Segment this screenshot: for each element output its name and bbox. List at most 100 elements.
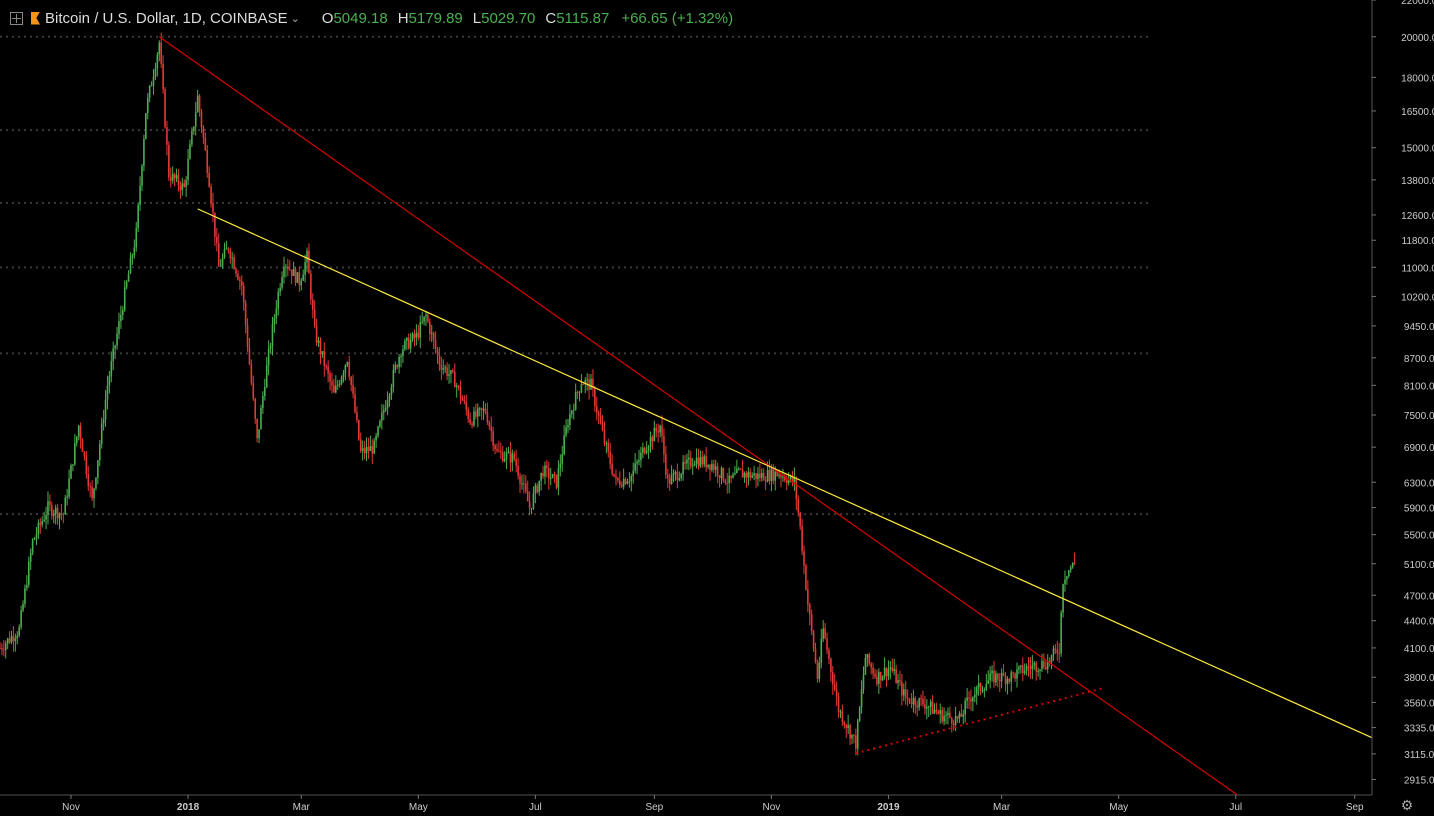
candle-body [718, 475, 721, 478]
settings-gear-icon[interactable]: ⚙ [1400, 797, 1414, 813]
candle-body [762, 473, 765, 481]
time-tick-label: Mar [993, 802, 1011, 813]
candle-body [918, 698, 920, 708]
candle-body [413, 333, 416, 338]
candle-body [446, 367, 448, 376]
candle-body [227, 248, 230, 251]
candle-body [904, 689, 907, 698]
candle-body [1060, 612, 1062, 654]
low-value: 5029.70 [481, 9, 536, 27]
candle-body [782, 476, 784, 478]
candle-body [133, 247, 136, 256]
candle-body [597, 412, 600, 416]
candle-body [386, 399, 389, 408]
candle-body [626, 481, 629, 484]
candle-body [693, 463, 696, 466]
candle-body [1039, 669, 1041, 671]
candle-body [741, 469, 744, 478]
candle-body [267, 348, 270, 366]
candle-body [356, 412, 358, 421]
candle-body [432, 332, 435, 340]
candle-body [851, 734, 853, 739]
candle-body [335, 385, 337, 393]
candle-body [52, 513, 55, 516]
candle-body [166, 127, 168, 145]
price-tick-label: 20000.00 [1401, 33, 1434, 44]
candle-body [352, 384, 354, 394]
candle-body [816, 662, 819, 679]
candle-body [8, 638, 11, 643]
candle-body [757, 473, 759, 480]
candle-body [390, 387, 393, 396]
candle-body [582, 384, 585, 386]
candle-body [131, 255, 134, 258]
candle-body [536, 485, 539, 493]
candle-body [313, 309, 316, 326]
candle-body [498, 450, 500, 452]
symbol-title[interactable]: Bitcoin / U.S. Dollar, 1D, COINBASE [45, 9, 288, 27]
red-trendline[interactable] [158, 36, 1238, 796]
candle-body [580, 384, 583, 392]
candle-body [16, 635, 19, 639]
support-trendline[interactable] [855, 686, 1106, 755]
candle-body [298, 272, 301, 286]
candle-body [273, 317, 276, 325]
chevron-down-icon[interactable]: ⌄ [290, 12, 300, 25]
candle-body [89, 486, 91, 488]
candle-body [256, 419, 258, 439]
candle-body [127, 273, 130, 282]
yellow-trendline[interactable] [197, 208, 1373, 739]
candle-body [699, 456, 702, 467]
open-value: 5049.18 [333, 9, 388, 27]
price-axis[interactable]: 22000.00 20000.00 18000.00 16500.00 15000.00… [1371, 0, 1434, 816]
candle-body [613, 473, 615, 476]
candle-body [475, 411, 477, 417]
candle-body [83, 451, 86, 457]
price-tick-label: 7500.00 [1404, 411, 1434, 422]
trendlines[interactable] [158, 36, 1373, 796]
candle-body [421, 321, 423, 323]
candle-body [927, 706, 930, 708]
candle-body [970, 698, 972, 702]
high-label: H [397, 9, 409, 27]
candle-body [874, 673, 876, 677]
candle-body [1010, 672, 1013, 682]
candle-body [292, 268, 295, 276]
candle-body [651, 436, 654, 442]
candle-body [336, 384, 339, 386]
time-axis[interactable]: Nov 2018 Mar May Jul Sep Nov 2019 Mar May Jul Sep [0, 794, 1372, 816]
candle-body [108, 376, 111, 386]
candle-body [968, 697, 970, 699]
candle-body [1046, 660, 1049, 670]
price-tick-label: 4700.00 [1404, 591, 1434, 602]
expand-icon[interactable] [10, 11, 23, 25]
candle-body [989, 673, 991, 681]
candle-body [739, 468, 742, 470]
candle-body [743, 472, 746, 478]
candle-body [1027, 666, 1030, 668]
candle-body [997, 673, 999, 680]
candle-body [540, 472, 542, 481]
candle-body [883, 667, 886, 677]
candle-body [764, 480, 767, 482]
candle-body [354, 393, 356, 413]
candle-body [542, 472, 544, 477]
candle-body [691, 465, 694, 467]
candle-body [1054, 648, 1057, 650]
candle-body [145, 113, 147, 139]
candle-body [1031, 664, 1034, 669]
open-label: O [321, 9, 334, 27]
candle-body [294, 268, 297, 283]
candle-body [701, 456, 704, 465]
candle-body [135, 228, 138, 248]
candle-body [975, 687, 978, 695]
time-tick-label: Sep [1346, 802, 1364, 813]
candle-body [51, 505, 53, 516]
candle-body [54, 507, 57, 514]
candle-body [818, 662, 821, 679]
candle-body [571, 410, 573, 414]
candle-body [835, 689, 838, 697]
price-tick-label: 22000.00 [1401, 0, 1434, 7]
candle-body [551, 474, 554, 479]
